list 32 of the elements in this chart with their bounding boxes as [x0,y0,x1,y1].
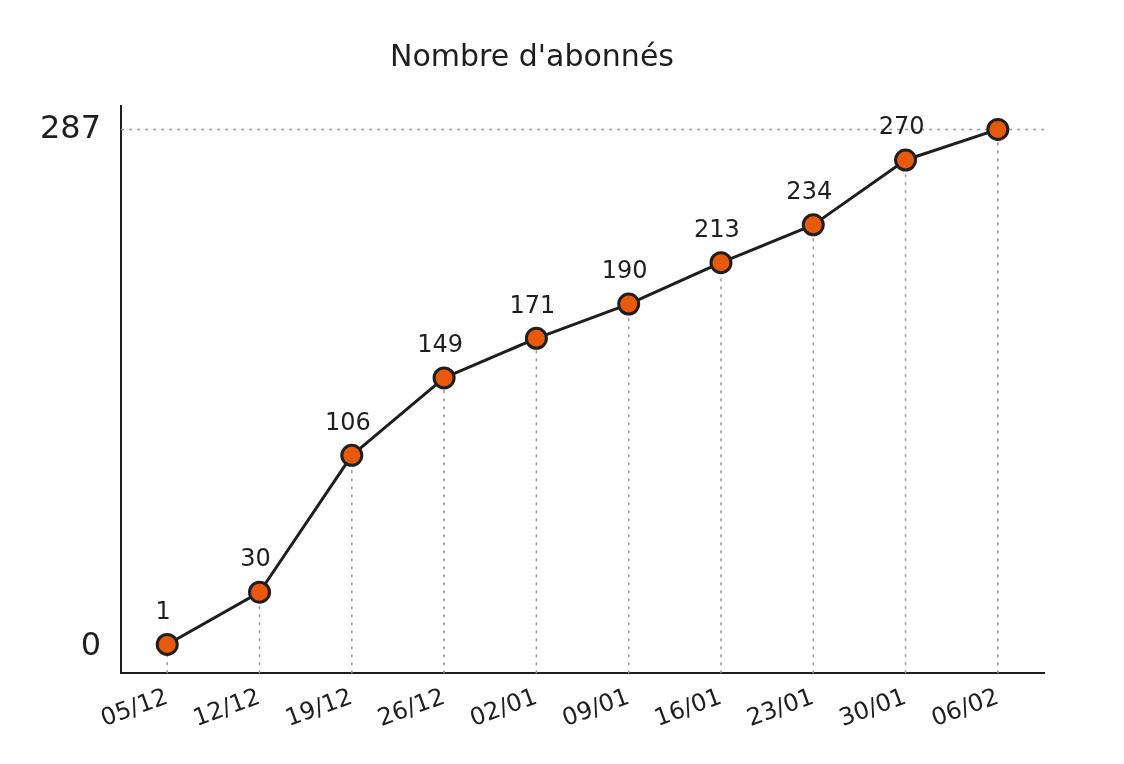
x-tick-label: 12/12 [189,682,264,732]
data-label: 190 [601,256,648,285]
point [340,443,364,467]
point [617,292,641,316]
point [155,632,179,656]
y-tick-label: 287 [40,107,102,146]
data-label: 171 [509,290,556,319]
x-tick-label: 26/12 [373,682,449,732]
point [524,326,548,350]
data-label: 234 [786,177,833,206]
chart-title: Nombre d'abonnés [390,37,674,73]
x-tick-label: 16/01 [650,682,726,732]
data-label: 30 [240,544,271,573]
x-tick-label: 23/01 [742,682,818,732]
point [248,580,272,604]
x-tick-label: 30/01 [835,682,910,732]
x-tick-label: 09/01 [558,682,633,732]
point [709,251,733,275]
data-label: 106 [324,407,371,436]
data-label: 270 [878,112,925,141]
x-tick-label: 05/12 [96,682,172,732]
point [894,148,918,172]
point [432,366,456,390]
x-tick-label: 02/01 [466,682,541,732]
point [986,117,1010,141]
point [801,213,825,237]
x-tick-label: 19/12 [281,682,356,732]
y-tick-label: 0 [80,624,102,663]
data-label: 149 [417,330,464,359]
data-label: 1 [155,596,171,625]
x-tick-label: 06/02 [927,682,1003,732]
data-label: 213 [694,214,740,243]
